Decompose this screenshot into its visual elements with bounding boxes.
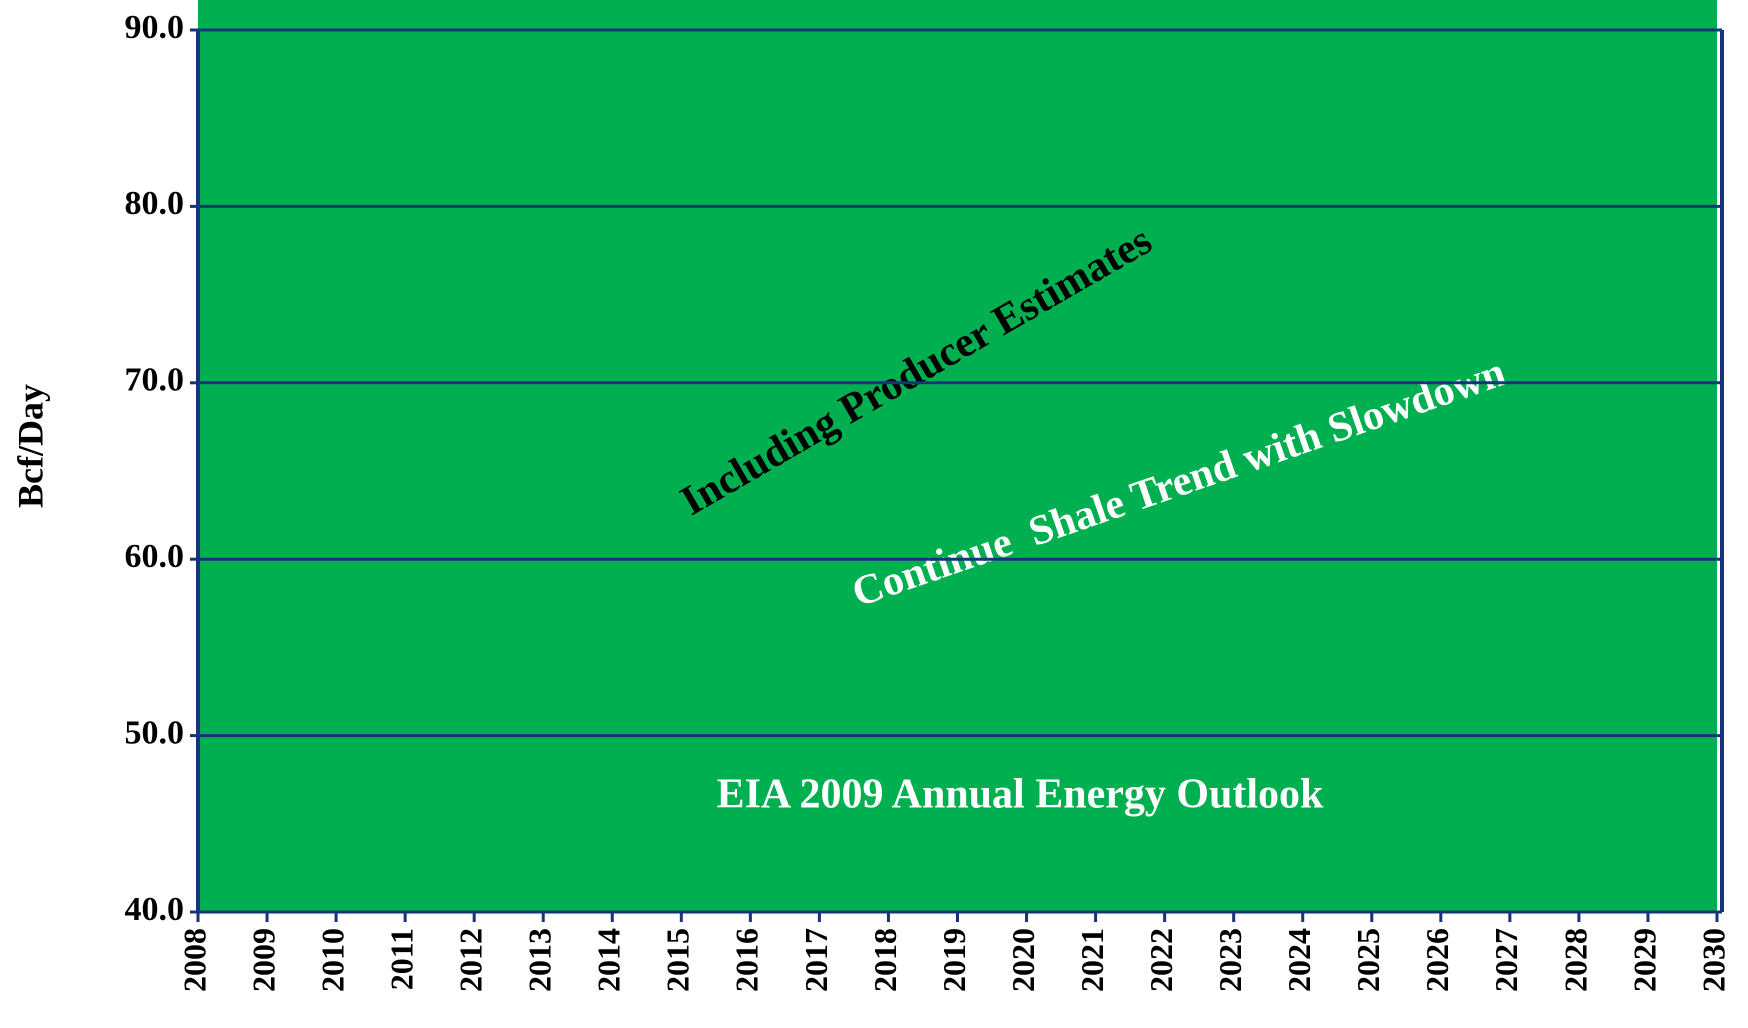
x-tick-label: 2026 <box>1419 928 1455 992</box>
y-tick-label: 70.0 <box>125 362 185 399</box>
x-tick-label: 2012 <box>453 928 489 992</box>
x-tick-label: 2030 <box>1695 928 1731 992</box>
x-tick-label: 2015 <box>660 928 696 992</box>
x-tick-label: 2027 <box>1488 928 1524 992</box>
x-tick-label: 2018 <box>867 928 903 992</box>
area <box>198 0 1717 912</box>
y-tick-label: 80.0 <box>125 185 185 222</box>
y-tick-label: 60.0 <box>125 538 185 575</box>
x-tick-label: 2013 <box>522 928 558 992</box>
x-tick-label: 2020 <box>1005 928 1041 992</box>
x-tick-label: 2008 <box>176 928 212 992</box>
x-tick-label: 2016 <box>729 928 765 992</box>
x-tick-label: 2010 <box>314 928 350 992</box>
x-tick-label: 2022 <box>1143 928 1179 992</box>
y-tick-label: 90.0 <box>125 9 185 46</box>
series-label: EIA 2009 Annual Energy Outlook <box>717 772 1324 818</box>
x-tick-label: 2023 <box>1212 928 1248 992</box>
x-tick-label: 2021 <box>1074 928 1110 992</box>
y-tick-label: 40.0 <box>125 891 185 928</box>
y-axis-title: Bcf/Day <box>10 384 50 508</box>
x-tick-label: 2019 <box>936 928 972 992</box>
x-tick-label: 2011 <box>383 928 419 990</box>
x-tick-label: 2009 <box>245 928 281 992</box>
x-tick-label: 2028 <box>1557 928 1593 992</box>
x-tick-label: 2025 <box>1350 928 1386 992</box>
y-tick-label: 50.0 <box>125 714 185 751</box>
x-tick-label: 2017 <box>798 928 834 992</box>
x-tick-label: 2029 <box>1626 928 1662 992</box>
x-tick-label: 2014 <box>591 928 627 992</box>
x-tick-label: 2024 <box>1281 928 1317 992</box>
